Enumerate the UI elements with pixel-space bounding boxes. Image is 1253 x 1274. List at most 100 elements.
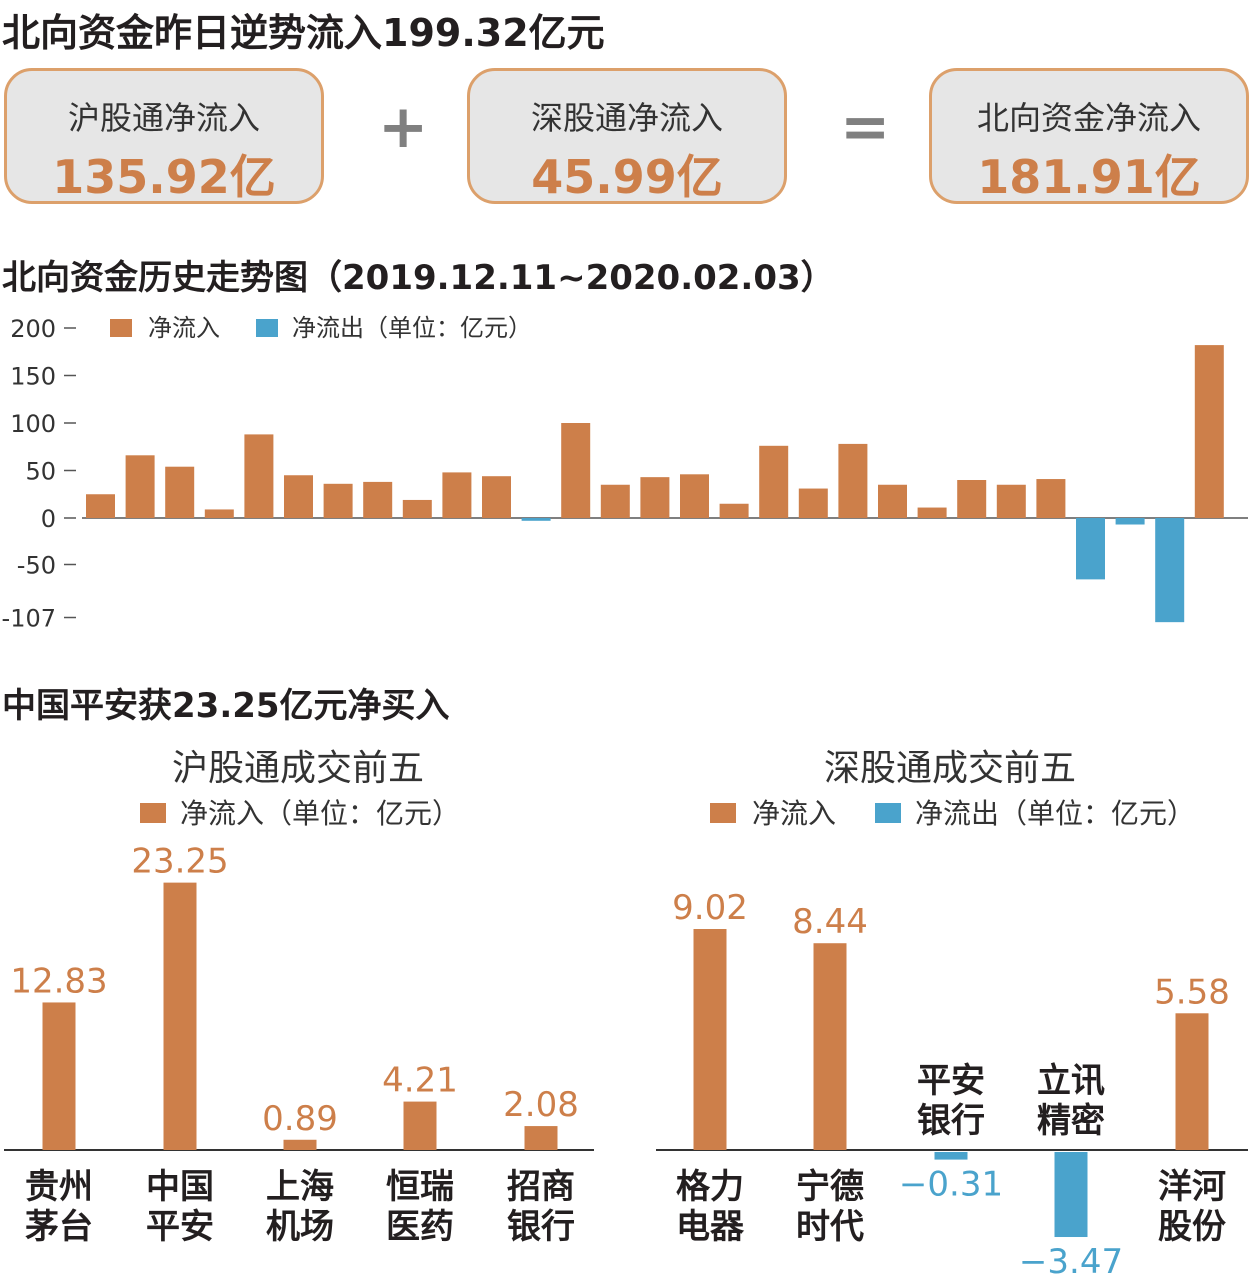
- history-chart-title: 北向资金历史走势图（2019.12.11~2020.02.03）: [2, 258, 835, 298]
- top5-bar: [524, 1126, 558, 1150]
- sz-connect-card: 深股通净流入 45.99亿: [467, 68, 787, 204]
- history-bar: [363, 481, 393, 518]
- history-bar: [1194, 345, 1224, 518]
- top5-category-label: 立讯: [1037, 1061, 1105, 1101]
- top5-category-label: 医药: [386, 1207, 454, 1247]
- y-tick-label: 0: [41, 505, 56, 533]
- y-tick-label: 50: [25, 458, 56, 486]
- legend-outflow-swatch: [256, 319, 278, 337]
- sh-legend-inflow-label: 净流入（单位：亿元）: [180, 797, 460, 830]
- sz-connect-value: 45.99亿: [531, 150, 723, 204]
- top5-value-label: 4.21: [382, 1061, 458, 1101]
- history-bar: [680, 474, 709, 518]
- equals-sign: =: [840, 92, 891, 162]
- sh-legend-inflow-swatch: [140, 803, 166, 823]
- legend-inflow-swatch: [110, 319, 132, 337]
- top5-value-label: 5.58: [1154, 972, 1230, 1012]
- top5-category-label: 恒瑞: [386, 1167, 454, 1207]
- history-bar: [125, 455, 155, 518]
- history-bar: [1036, 479, 1066, 518]
- sh-top5-title: 沪股通成交前五: [172, 748, 424, 789]
- top5-value-label: −0.31: [899, 1165, 1003, 1205]
- history-bar: [1076, 518, 1105, 580]
- history-bar: [442, 472, 472, 518]
- history-bar: [165, 466, 195, 518]
- top5-category-label: 时代: [796, 1207, 864, 1247]
- history-bar: [1115, 518, 1145, 525]
- y-tick-label: -50: [17, 552, 56, 580]
- plus-sign: +: [378, 92, 429, 162]
- top5-value-label: 9.02: [672, 888, 748, 928]
- y-tick-label: 100: [10, 410, 56, 438]
- history-bar: [323, 483, 353, 518]
- top5-category-label: 银行: [507, 1207, 575, 1247]
- top5-value-label: 2.08: [503, 1085, 579, 1125]
- top5-value-label: −3.47: [1019, 1242, 1123, 1274]
- top5-category-label: 电器: [676, 1207, 745, 1247]
- sz-legend-outflow-swatch: [875, 803, 901, 823]
- top5-bar: [934, 1152, 968, 1160]
- history-bar: [244, 434, 274, 518]
- top5-value-label: 12.83: [10, 961, 107, 1001]
- history-bar: [284, 475, 313, 518]
- top5-category-label: 机场: [266, 1207, 334, 1247]
- top5-category-label: 银行: [917, 1101, 985, 1141]
- page-title: 北向资金昨日逆势流入199.32亿元: [2, 11, 605, 55]
- history-bar: [521, 518, 551, 521]
- top5-category-label: 精密: [1037, 1101, 1105, 1141]
- top5-category-label: 茅台: [25, 1207, 93, 1247]
- legend-inflow-label: 净流入: [148, 314, 220, 342]
- top5-category-label: 贵州: [25, 1167, 93, 1207]
- history-bar: [917, 507, 947, 518]
- history-bar: [996, 484, 1026, 518]
- northbound-total-label: 北向资金净流入: [976, 99, 1201, 137]
- top5-bar: [1175, 1013, 1209, 1150]
- sh-connect-value: 135.92亿: [52, 150, 276, 204]
- top5-charts: 沪股通成交前五 净流入（单位：亿元） 深股通成交前五 净流入 净流出（单位：亿元…: [4, 748, 1248, 1274]
- top5-bar: [283, 1139, 317, 1150]
- history-bar: [482, 476, 511, 518]
- top5-bar: [693, 929, 727, 1150]
- top5-category-label: 股份: [1158, 1207, 1226, 1247]
- top5-category-label: 宁德: [796, 1167, 864, 1207]
- sz-legend-inflow-swatch: [710, 803, 736, 823]
- top5-bar: [1054, 1152, 1088, 1238]
- top5-category-label: 平安: [146, 1207, 214, 1247]
- y-tick-label: -107: [2, 605, 56, 633]
- history-chart: 200 150 100 50 0 -50 -107 净流入 净流出（单位：亿元）: [2, 314, 1248, 633]
- history-bar: [1155, 518, 1185, 623]
- history-bar: [561, 423, 591, 518]
- y-tick-label: 150: [10, 363, 56, 391]
- top5-category-label: 上海: [266, 1167, 334, 1207]
- top5-category-label: 格力: [676, 1167, 744, 1207]
- sz-legend-outflow-label: 净流出（单位：亿元）: [915, 797, 1195, 830]
- history-bar: [600, 484, 630, 518]
- top-buy-headline: 中国平安获23.25亿元净买入: [2, 686, 450, 726]
- history-bar: [759, 445, 789, 518]
- sh-connect-label: 沪股通净流入: [67, 99, 260, 137]
- history-bar: [838, 443, 868, 518]
- sz-top5-title: 深股通成交前五: [824, 748, 1076, 789]
- top5-value-label: 8.44: [792, 902, 868, 942]
- history-bar: [719, 503, 749, 518]
- history-bar: [86, 494, 115, 518]
- history-bar: [204, 509, 234, 518]
- top5-category-label: 洋河: [1158, 1167, 1226, 1207]
- sh-connect-card: 沪股通净流入 135.92亿: [4, 68, 324, 204]
- top5-category-label: 招商: [507, 1167, 575, 1207]
- top5-bar: [813, 943, 847, 1150]
- top5-value-label: 0.89: [262, 1099, 338, 1139]
- top5-category-label: 中国: [146, 1167, 214, 1207]
- sz-connect-label: 深股通净流入: [530, 99, 723, 137]
- history-bar: [798, 488, 828, 518]
- sz-legend-inflow-label: 净流入: [752, 797, 836, 830]
- top5-bar: [403, 1101, 437, 1150]
- northbound-total-card: 北向资金净流入 181.91亿: [929, 68, 1249, 204]
- top5-bar: [163, 882, 197, 1150]
- top5-category-label: 平安: [917, 1061, 985, 1101]
- legend-outflow-label: 净流出（单位：亿元）: [292, 314, 532, 342]
- top5-value-label: 23.25: [131, 842, 228, 882]
- y-tick-label: 200: [10, 315, 56, 343]
- history-bar: [957, 480, 987, 518]
- history-bar: [402, 499, 432, 518]
